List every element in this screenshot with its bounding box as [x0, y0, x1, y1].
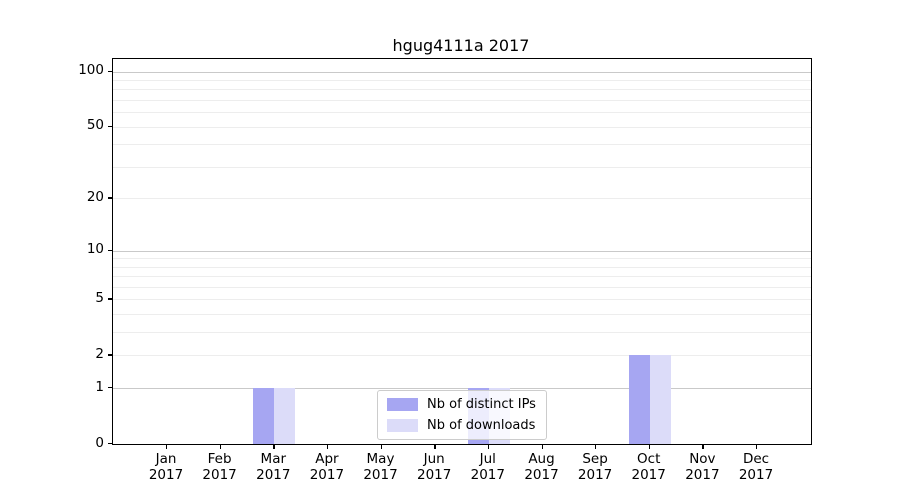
y-tick-label-100: 100 [78, 62, 104, 79]
gridline-y-50 [113, 126, 811, 128]
y-tick-10 [108, 249, 113, 251]
y-tick-label-0: 0 [95, 434, 104, 451]
y-tick-20 [108, 197, 113, 199]
legend-entry-distinct-ips: Nb of distinct IPs [387, 397, 536, 412]
gridline-y-70 [113, 100, 811, 101]
bar-oct-downloads [649, 355, 671, 444]
gridline-y-4 [113, 314, 811, 316]
legend-label-distinct-ips: Nb of distinct IPs [427, 397, 536, 412]
gridline-y-40 [113, 144, 811, 146]
y-tick-2 [108, 354, 113, 356]
legend-swatch-distinct-ips [387, 398, 418, 411]
x-tick-label-nov: Nov 2017 [685, 451, 720, 483]
x-tick-jun [434, 444, 436, 449]
x-tick-label-mar: Mar 2017 [256, 451, 291, 483]
gridline-y-60 [113, 112, 811, 114]
legend: Nb of distinct IPs Nb of downloads [377, 390, 547, 440]
x-tick-label-sep: Sep 2017 [577, 451, 613, 483]
x-tick-label-jan: Jan 2017 [148, 451, 184, 483]
y-tick-label-5: 5 [95, 289, 104, 306]
gridline-y-7 [113, 276, 811, 278]
x-tick-label-jul: Jul 2017 [470, 451, 505, 483]
y-tick-label-10: 10 [86, 241, 104, 257]
x-tick-jul [487, 444, 490, 449]
gridline-y-8 [113, 266, 811, 268]
bar-oct-distinct-ips [628, 355, 650, 444]
x-tick-apr [326, 444, 329, 449]
y-tick-5 [108, 298, 113, 300]
x-tick-dec [756, 444, 758, 449]
x-tick-label-oct: Oct 2017 [631, 451, 666, 483]
x-tick-label-aug: Aug 2017 [524, 451, 559, 483]
gridline-y-1 [113, 388, 811, 390]
legend-swatch-downloads [387, 419, 418, 432]
y-tick-label-50: 50 [86, 117, 104, 134]
x-tick-nov [702, 444, 704, 449]
x-tick-label-feb: Feb 2017 [202, 451, 237, 483]
gridline-y-6 [113, 287, 811, 288]
x-tick-label-may: May 2017 [363, 451, 398, 483]
gridline-y-20 [113, 198, 811, 200]
x-tick-sep [595, 444, 597, 449]
x-tick-mar [273, 444, 275, 449]
gridline-y-2 [113, 355, 811, 357]
x-tick-label-apr: Apr 2017 [309, 451, 345, 483]
gridline-y-30 [113, 166, 811, 168]
bar-mar-distinct-ips [253, 388, 275, 444]
y-tick-100 [108, 70, 113, 72]
x-tick-label-dec: Dec 2017 [738, 451, 774, 483]
gridline-y-90 [113, 80, 811, 81]
chart-title: hgug4111a 2017 [392, 36, 530, 55]
x-tick-jan [166, 444, 168, 449]
y-tick-1 [108, 387, 113, 389]
gridline-y-100 [113, 71, 811, 73]
x-tick-aug [541, 444, 543, 449]
y-tick-label-20: 20 [86, 188, 104, 205]
legend-label-downloads: Nb of downloads [427, 418, 536, 433]
gridline-y-10 [113, 250, 811, 252]
y-tick-label-1: 1 [95, 378, 104, 395]
x-tick-oct [648, 444, 651, 449]
legend-entry-downloads: Nb of downloads [387, 418, 536, 433]
gridline-y-3 [113, 332, 811, 334]
plot-area [112, 58, 812, 445]
y-tick-0 [108, 443, 113, 445]
x-tick-may [380, 444, 382, 449]
gridline-y-5 [113, 299, 811, 301]
gridline-y-9 [113, 258, 811, 260]
y-tick-label-2: 2 [95, 345, 104, 362]
bar-mar-downloads [274, 388, 296, 444]
x-tick-label-jun: Jun 2017 [417, 451, 452, 483]
gridline-y-80 [113, 89, 811, 91]
x-tick-feb [219, 444, 221, 449]
y-tick-50 [108, 125, 113, 128]
